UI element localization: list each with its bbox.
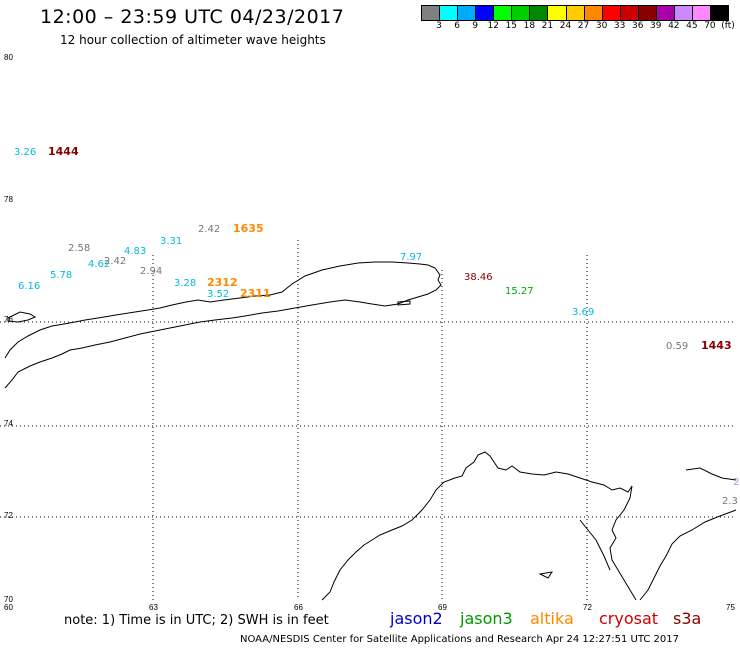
lat-label: 76 — [4, 315, 13, 324]
obs-label: 15.27 — [505, 286, 534, 297]
lat-label: 72 — [4, 511, 13, 520]
wave-height-color-legend — [421, 5, 730, 21]
legend-label: 12 — [487, 21, 499, 31]
lon-label: 60 — [4, 603, 13, 612]
legend-label: (ft) — [721, 21, 735, 31]
obs-label: 3.26 — [14, 147, 37, 158]
lon-label: 66 — [294, 603, 303, 612]
legend-label: 33 — [613, 21, 626, 31]
pass-time-label: 1443 — [701, 339, 732, 352]
obs-label: 5.78 — [50, 270, 73, 281]
wave-height-legend-labels: 3 6 9 12 15 18 21 24 27 30 33 36 39 42 45 70 (ft) — [421, 21, 740, 33]
mainland-coast — [321, 451, 637, 601]
attribution-footer: NOAA/NESDIS Center for Satellite Applica… — [240, 634, 679, 645]
satellite-name: jason2 — [390, 609, 443, 628]
legend-label: 42 — [668, 21, 680, 31]
legend-label: 3 — [436, 21, 442, 31]
legend-label: 27 — [577, 21, 590, 31]
pass-time-label: 1635 — [233, 222, 264, 235]
legend-label: 9 — [472, 21, 479, 31]
legend-swatch — [710, 5, 730, 21]
legend-label: 45 — [686, 21, 698, 31]
satellite-name: jason3 — [460, 609, 513, 628]
lat-labels: 80 78 76 74 72 70 — [4, 53, 13, 604]
inlet — [397, 300, 411, 306]
lat-lon-grid — [0, 240, 736, 600]
legend-label: 21 — [541, 21, 554, 31]
obs-label: 0.59 — [666, 341, 689, 352]
pass-time-label: 2312 — [207, 276, 238, 289]
lat-label: 80 — [4, 53, 13, 62]
legend-label: 18 — [523, 21, 536, 31]
satellite-name: s3a — [673, 609, 702, 628]
lat-label: 78 — [4, 195, 13, 204]
legend-label: 30 — [595, 21, 608, 31]
legend-label: 15 — [505, 21, 518, 31]
lon-label: 72 — [583, 603, 592, 612]
map-subtitle: 12 hour collection of altimeter wave hei… — [60, 33, 326, 47]
obs-label: 3.28 — [174, 278, 197, 289]
pass-time-label: 2311 — [240, 287, 271, 300]
map-note: note: 1) Time is in UTC; 2) SWH is in fe… — [64, 613, 329, 628]
obs-label: 3.31 — [160, 236, 183, 247]
obs-label: 2 — [733, 477, 740, 488]
obs-label: 2.3 — [722, 496, 738, 507]
legend-label: 39 — [650, 21, 662, 31]
novaya-zemlya-coast — [4, 261, 442, 389]
legend-label: 36 — [631, 21, 644, 31]
east-coast — [639, 509, 737, 601]
obs-label: 2.94 — [140, 266, 163, 277]
obs-label: 7.97 — [400, 252, 423, 263]
legend-label: 24 — [559, 21, 572, 31]
obs-label: 2.42 — [198, 224, 221, 235]
island-coast — [7, 311, 37, 323]
lon-label: 63 — [149, 603, 158, 612]
obs-label: 3.69 — [572, 307, 595, 318]
small-island — [538, 571, 554, 579]
obs-label: 2.58 — [68, 243, 91, 254]
obs-label: 4.83 — [124, 246, 147, 257]
lon-labels: 60 63 66 69 72 75 — [4, 603, 735, 612]
obs-label: 2.42 — [104, 256, 127, 267]
lon-label: 69 — [438, 603, 447, 612]
east-island-coast — [685, 467, 737, 481]
coastline — [4, 261, 737, 601]
obs-label: 6.16 — [18, 281, 41, 292]
peninsula-coast — [579, 519, 611, 571]
satellite-name: cryosat — [599, 609, 659, 628]
obs-label: 3.52 — [207, 289, 230, 300]
legend-label: 70 — [704, 21, 716, 31]
satellite-name: altika — [530, 609, 574, 628]
map-title: 12:00 – 23:59 UTC 04/23/2017 — [40, 6, 345, 28]
lat-label: 70 — [4, 595, 13, 604]
obs-label: 38.46 — [464, 272, 493, 283]
lon-label: 75 — [726, 603, 735, 612]
obs-label: 4.62 — [88, 259, 111, 270]
lat-label: 74 — [4, 419, 13, 428]
legend-label: 6 — [454, 21, 460, 31]
pass-time-label: 1444 — [48, 145, 79, 158]
